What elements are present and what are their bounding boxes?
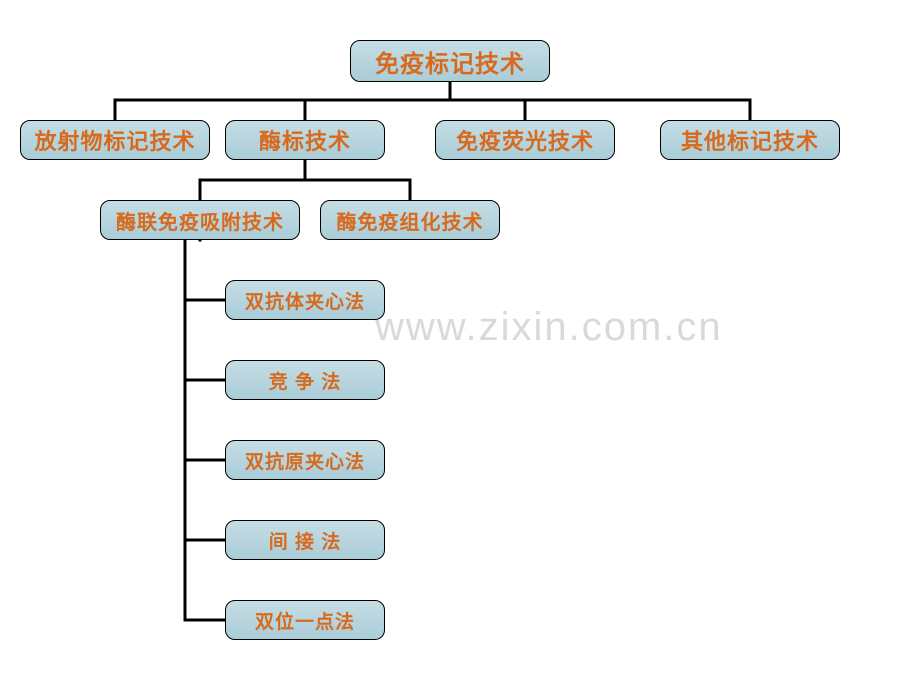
node-l3_1: 双抗体夹心法 [225, 280, 385, 320]
node-l2_b: 酶免疫组化技术 [320, 200, 500, 240]
node-l2_a: 酶联免疫吸附技术 [100, 200, 300, 240]
connector-layer [0, 0, 920, 690]
node-l1_c: 免疫荧光技术 [435, 120, 615, 160]
node-root: 免疫标记技术 [350, 40, 550, 82]
node-l3_2: 竞 争 法 [225, 360, 385, 400]
node-l3_4: 间 接 法 [225, 520, 385, 560]
node-l1_b: 酶标技术 [225, 120, 385, 160]
node-l3_3: 双抗原夹心法 [225, 440, 385, 480]
watermark-text: www.zixin.com.cn [375, 305, 723, 350]
node-l1_d: 其他标记技术 [660, 120, 840, 160]
node-l3_5: 双位一点法 [225, 600, 385, 640]
node-l1_a: 放射物标记技术 [20, 120, 210, 160]
